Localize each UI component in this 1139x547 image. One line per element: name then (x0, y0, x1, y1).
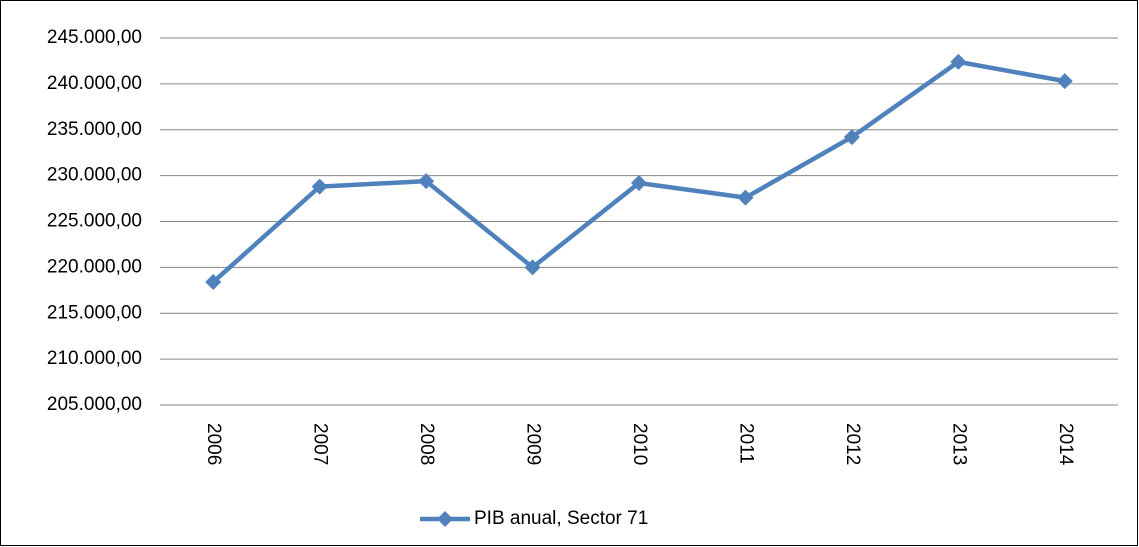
y-tick-label: 245.000,00 (47, 27, 142, 48)
x-tick-label: 2014 (1055, 423, 1076, 466)
y-tick-label: 220.000,00 (47, 256, 142, 277)
y-tick-label: 205.000,00 (47, 394, 142, 415)
x-tick-label: 2010 (629, 423, 650, 465)
x-tick-label: 2012 (842, 423, 863, 465)
x-tick-label: 2011 (735, 423, 756, 464)
y-tick-label: 235.000,00 (47, 119, 142, 140)
y-tick-label: 215.000,00 (47, 302, 142, 323)
data-point (631, 174, 647, 191)
x-tick-label: 2009 (523, 423, 544, 465)
y-tick-label: 240.000,00 (47, 73, 142, 94)
x-tick-label: 2008 (416, 423, 437, 465)
y-tick-label: 210.000,00 (47, 348, 142, 369)
legend-marker (437, 511, 453, 527)
x-tick-label: 2006 (203, 423, 224, 465)
x-tick-label: 2013 (948, 423, 969, 465)
legend-label: PIB anual, Sector 71 (474, 508, 648, 529)
data-point (950, 53, 967, 70)
data-point (843, 129, 860, 146)
data-point (418, 173, 435, 190)
data-point (737, 189, 754, 206)
data-point (311, 178, 328, 195)
data-point (1056, 73, 1073, 90)
data-point (524, 259, 541, 276)
y-tick-label: 230.000,00 (47, 165, 142, 186)
x-tick-label: 2007 (310, 423, 331, 465)
y-tick-label: 225.000,00 (47, 211, 142, 232)
data-point (205, 274, 222, 291)
